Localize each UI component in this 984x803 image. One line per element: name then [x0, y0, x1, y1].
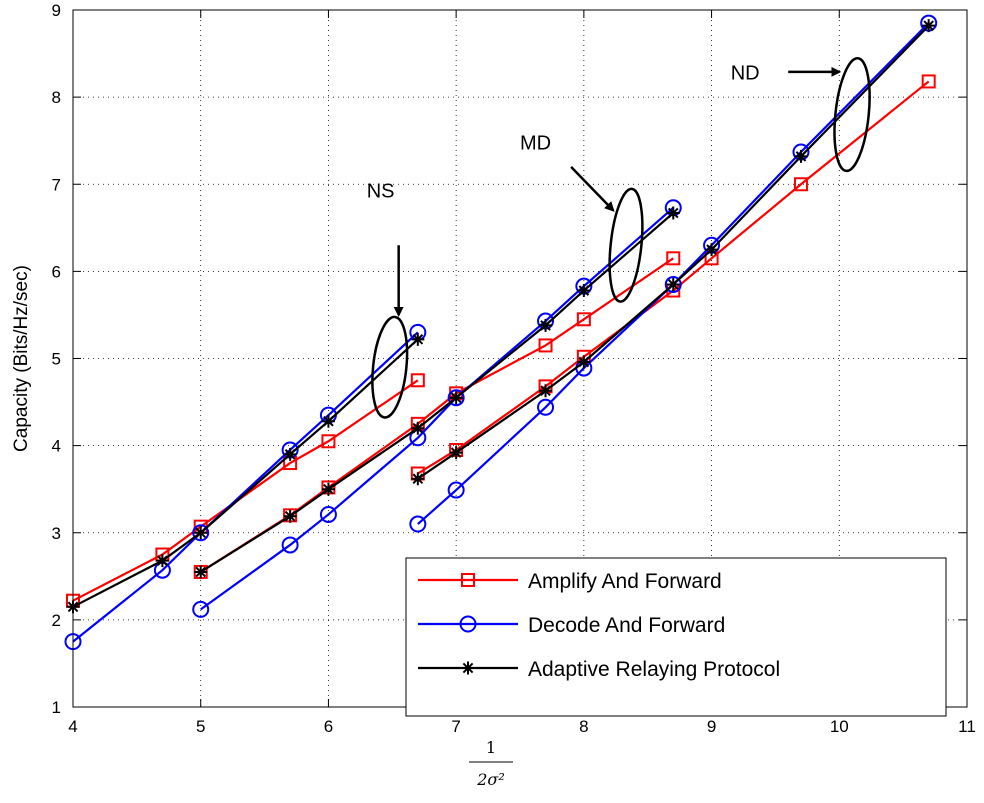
y-tick-label: 1 [52, 698, 61, 717]
data-point-star [194, 565, 208, 579]
svg-text:2σ²: 2σ² [476, 770, 505, 789]
series-star [66, 19, 936, 614]
data-point-square [576, 312, 591, 327]
series-circle [64, 14, 938, 651]
data-point-circle [192, 524, 210, 542]
data-point-star [539, 318, 553, 332]
series-lines [64, 14, 938, 651]
data-point-square [410, 373, 425, 388]
data-point-square [538, 338, 553, 353]
y-tick-label: 9 [52, 1, 61, 20]
data-point-star [321, 482, 335, 496]
annotation-label: ND [731, 63, 760, 85]
data-point-circle [537, 398, 555, 416]
data-point-square [461, 573, 475, 587]
annotation-ellipse [608, 187, 644, 303]
annotation-ellipse [371, 315, 409, 419]
x-axis-label: 1 2σ² [469, 738, 513, 789]
annotations: NS MD ND [367, 56, 871, 419]
data-point-star [922, 19, 936, 33]
x-tick-label: 5 [196, 717, 205, 736]
y-tick-label: 4 [52, 437, 61, 456]
data-point-circle [409, 515, 427, 533]
legend-item: Amplify And Forward [418, 570, 722, 593]
y-tick-label: 7 [52, 175, 61, 194]
data-point-circle [459, 615, 477, 633]
series-line [417, 22, 930, 525]
data-point-square [793, 177, 808, 192]
data-point-star [539, 384, 553, 398]
data-point-star [411, 332, 425, 346]
data-point-star [577, 355, 591, 369]
legend-box [405, 557, 947, 717]
annotation-arrow [570, 165, 615, 212]
data-point-circle [664, 275, 682, 293]
x-tick-label: 8 [579, 717, 588, 736]
data-point-star [461, 661, 475, 675]
y-tick-label: 5 [52, 350, 61, 369]
x-tick-label: 7 [451, 717, 460, 736]
x-tick-label: 9 [707, 717, 716, 736]
legend-label: Adaptive Relaying Protocol [528, 658, 780, 681]
y-tick-label: 8 [52, 88, 61, 107]
data-point-star [411, 421, 425, 435]
series-line [72, 338, 419, 608]
data-point-star [794, 149, 808, 163]
series-line [200, 212, 674, 573]
annotation-label: NS [367, 180, 395, 202]
annotation-ellipse [833, 56, 871, 173]
data-point-star [666, 206, 680, 220]
legend-label: Decode And Forward [528, 614, 725, 637]
data-point-circle [319, 505, 337, 523]
legend-item: Adaptive Relaying Protocol [418, 658, 780, 681]
data-point-circle [281, 536, 299, 554]
x-tick-label: 4 [68, 717, 77, 736]
x-tick-label: 10 [830, 717, 849, 736]
y-tick-label: 3 [52, 524, 61, 543]
data-point-star [155, 554, 169, 568]
series-line [200, 257, 674, 573]
data-point-star [321, 414, 335, 428]
annotation-label: MD [520, 132, 551, 154]
data-point-circle [192, 600, 210, 618]
data-point-star [666, 277, 680, 291]
series-line [72, 331, 419, 643]
legend: Amplify And Forward Decode And Forward Ada… [405, 557, 947, 717]
x-tick-label: 11 [958, 717, 976, 736]
x-tick-label: 6 [324, 717, 333, 736]
data-point-circle [447, 389, 465, 407]
y-tick-label: 2 [52, 611, 61, 630]
legend-item: Decode And Forward [418, 614, 725, 637]
data-point-star [283, 509, 297, 523]
y-axis-label: Capacity (Bits/Hz/sec) [11, 265, 32, 452]
data-point-star [705, 243, 719, 257]
data-point-square [921, 74, 936, 89]
data-point-circle [447, 481, 465, 499]
series-line [417, 24, 930, 480]
svg-text:1: 1 [486, 738, 496, 757]
y-tick-label: 6 [52, 262, 61, 281]
legend-label: Amplify And Forward [528, 570, 722, 593]
data-point-star [449, 446, 463, 460]
data-point-star [194, 526, 208, 540]
data-point-star [449, 391, 463, 405]
data-point-star [577, 284, 591, 298]
data-point-star [283, 447, 297, 461]
data-point-square [321, 434, 336, 449]
data-point-star [411, 472, 425, 486]
data-point-square [666, 251, 681, 266]
